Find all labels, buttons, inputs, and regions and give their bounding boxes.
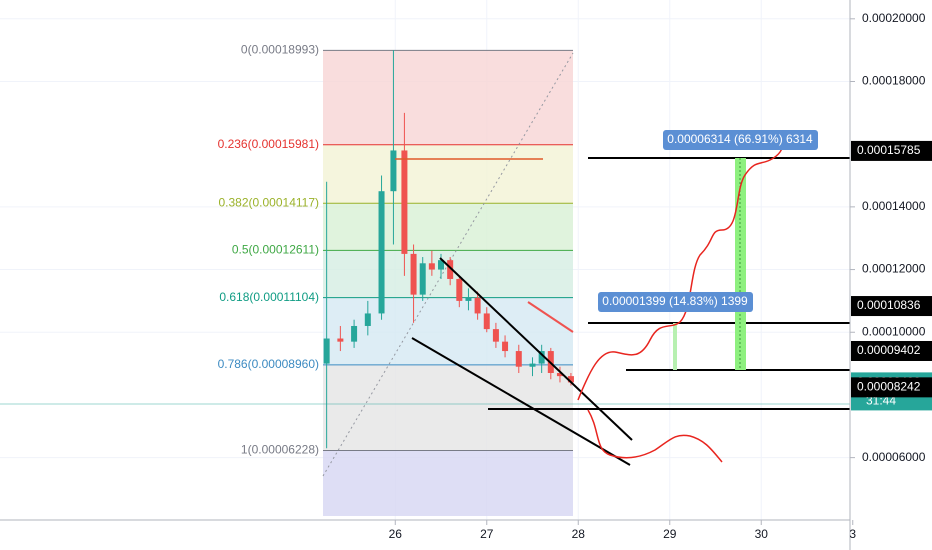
price-label: 0.00015785 — [857, 143, 921, 157]
x-tick-label: 30 — [755, 527, 769, 541]
y-tick-label: 0.00006000 — [862, 450, 926, 464]
fib-label: 0.618(0.00011104) — [219, 290, 319, 304]
candle-body — [556, 372, 563, 377]
candle-body — [456, 278, 463, 301]
price-label: 0.00009402 — [857, 343, 921, 357]
candle-body — [474, 297, 481, 314]
y-tick-label: 0.00020000 — [862, 11, 926, 25]
measure-label: 0.00006314 (66.91%) 6314 — [667, 132, 813, 146]
price-label-box — [851, 340, 932, 361]
y-tick-label: 0.00014000 — [862, 199, 926, 213]
fib-band — [323, 144, 573, 204]
candle-body — [492, 329, 499, 342]
price-label: 0.00008242 — [857, 380, 921, 394]
candle-body — [515, 351, 522, 367]
projection — [577, 139, 786, 401]
x-tick-label: 27 — [480, 527, 494, 541]
candles — [323, 50, 574, 449]
time-axis — [0, 520, 850, 550]
fib-label: 0.786(0.00008960) — [218, 357, 319, 371]
fib-label: 0.5(0.00012611) — [232, 243, 319, 257]
candle-body — [502, 341, 509, 352]
measure-box — [598, 292, 753, 312]
candle-body — [337, 338, 344, 342]
fib-band — [323, 50, 573, 145]
measure — [673, 323, 677, 370]
x-tick-label: 26 — [389, 527, 403, 541]
trendline — [527, 301, 574, 333]
candle-body — [410, 253, 417, 295]
candle-body — [390, 150, 397, 192]
candle-body — [351, 325, 358, 342]
fibonacci: 0(0.00018993) 0.236(0.00015981) 0.382(0.00… — [218, 43, 573, 516]
fib-label: 0.382(0.00014117) — [218, 195, 319, 209]
trendline — [411, 337, 631, 466]
candle-body — [483, 313, 490, 330]
x-tick-label: 3 — [849, 527, 856, 541]
candle-body — [364, 313, 371, 326]
x-tick-label: 29 — [663, 527, 677, 541]
fib-band — [323, 364, 573, 451]
y-tick-label: 0.00018000 — [862, 74, 926, 88]
candle-body — [465, 297, 472, 301]
x-tick-label: 28 — [572, 527, 586, 541]
fib-label: 1(0.00006228) — [241, 443, 319, 457]
fib-band — [323, 203, 573, 251]
fib-band — [323, 297, 573, 365]
candle-body — [378, 191, 385, 314]
fib-label: 0(0.00018993) — [241, 43, 319, 57]
y-tick-label: 0.00012000 — [862, 262, 926, 276]
measure-label: 0.00001399 (14.83%) 1399 — [602, 294, 748, 308]
axes: 0.00020000 0.00018000 0.00014000 0.00012000… — [389, 11, 932, 541]
fib-band — [323, 450, 573, 516]
candle-body — [529, 363, 536, 367]
candle-body — [567, 376, 574, 383]
candle-body — [428, 263, 435, 270]
candle-body — [401, 150, 408, 254]
drawings — [395, 130, 850, 466]
price-axis — [850, 0, 932, 550]
y-tick-label: 0.00010000 — [862, 324, 926, 338]
fib-label: 0.236(0.00015981) — [218, 137, 319, 151]
candle-body — [419, 263, 426, 295]
candle-body — [323, 338, 330, 364]
candle-body — [447, 260, 454, 279]
candle-body — [438, 260, 445, 270]
price-label-box — [851, 296, 932, 317]
measure-box — [663, 130, 818, 150]
price-label-box — [851, 377, 932, 398]
candle-body — [538, 351, 545, 364]
price-label: 0.00010836 — [857, 298, 921, 312]
price-label-box — [851, 140, 932, 161]
projection — [587, 409, 723, 463]
